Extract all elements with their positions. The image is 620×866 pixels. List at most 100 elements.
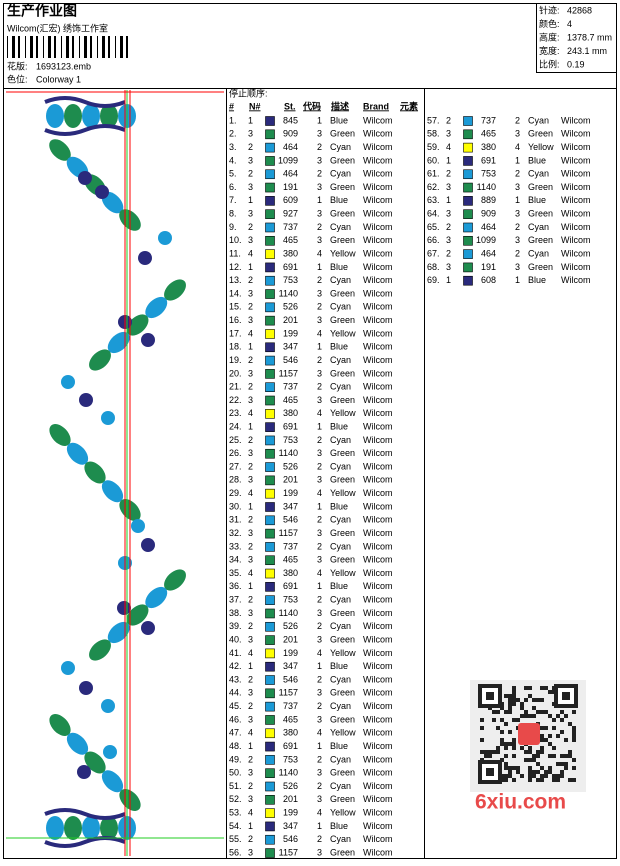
code: 3 <box>515 262 520 272</box>
stop-number: 11. <box>229 248 241 258</box>
color-swatch <box>265 555 275 566</box>
code: 2 <box>515 248 520 258</box>
qr-cell <box>540 734 544 738</box>
stop-number: 61. <box>427 169 440 179</box>
qr-cell <box>572 734 576 738</box>
stop-number: 1. <box>229 115 237 125</box>
description: Cyan <box>330 355 351 365</box>
stitches: 737 <box>283 222 298 232</box>
brand: Wilcom <box>363 169 393 179</box>
needle: 3 <box>248 182 253 192</box>
brand: Wilcom <box>363 342 393 352</box>
motif <box>103 745 117 759</box>
stop-number: 22. <box>229 395 242 405</box>
qr-cell <box>568 750 572 754</box>
qr-cell <box>540 710 544 714</box>
needle: 3 <box>248 475 253 485</box>
motif <box>101 411 115 425</box>
color-swatch <box>463 169 473 180</box>
stitches: 199 <box>283 648 298 658</box>
stitches: 465 <box>481 129 496 139</box>
stitches: 464 <box>481 222 496 232</box>
stitches: 753 <box>481 169 496 179</box>
stitches: 608 <box>481 275 496 285</box>
qr-cell <box>496 750 500 754</box>
bar <box>61 36 62 58</box>
bar <box>90 36 92 58</box>
brand: Wilcom <box>363 807 393 817</box>
brand: Wilcom <box>363 475 393 485</box>
brand: Wilcom <box>363 608 393 618</box>
needle: 2 <box>248 595 253 605</box>
color-swatch <box>463 262 473 273</box>
description: Blue <box>330 741 348 751</box>
stitches: 526 <box>283 781 298 791</box>
qr-cell <box>548 754 552 758</box>
description: Green <box>330 555 355 565</box>
needle: 3 <box>248 634 253 644</box>
code: 4 <box>317 568 322 578</box>
motif <box>66 442 89 465</box>
qr-cell <box>536 762 540 766</box>
bar <box>25 36 26 58</box>
color-swatch <box>265 275 275 286</box>
code: 2 <box>317 222 322 232</box>
qr-cell <box>512 698 516 702</box>
brand: Wilcom <box>363 448 393 458</box>
description: Blue <box>330 115 348 125</box>
needle: 3 <box>248 315 253 325</box>
qr-cell <box>540 746 544 750</box>
qr-cell <box>524 714 528 718</box>
bar <box>48 36 51 58</box>
brand: Wilcom <box>363 781 393 791</box>
color-swatch <box>265 395 275 406</box>
qr-cell <box>508 770 512 774</box>
stitches: 609 <box>283 195 298 205</box>
code: 2 <box>317 302 322 312</box>
qr-cell <box>532 774 536 778</box>
qr-cell <box>572 710 576 714</box>
motif <box>61 375 75 389</box>
needle: 4 <box>248 408 253 418</box>
color-swatch <box>265 821 275 832</box>
code: 2 <box>317 435 322 445</box>
qr-cell <box>536 778 540 782</box>
qr-cell <box>528 770 532 774</box>
code: 2 <box>515 222 520 232</box>
bar <box>30 36 33 58</box>
qr-cell <box>496 726 500 730</box>
stop-number: 40. <box>229 634 242 644</box>
colorway: Colorway 1 <box>36 74 81 84</box>
color-swatch <box>265 595 275 605</box>
stop-number: 14. <box>229 288 242 298</box>
qr-cell <box>548 714 552 718</box>
bar <box>43 36 44 58</box>
description: Blue <box>330 661 348 671</box>
stitches: 737 <box>283 701 298 711</box>
stop-number: 4. <box>229 155 237 165</box>
qr-cell <box>500 742 504 746</box>
color-swatch <box>265 262 275 273</box>
watermark: 6xiu.com <box>475 791 566 814</box>
needle: 3 <box>446 182 451 192</box>
code: 1 <box>317 501 322 511</box>
bar <box>102 36 105 58</box>
qr-cell <box>540 778 544 782</box>
color-swatch <box>265 701 275 712</box>
qr-cell <box>528 746 532 750</box>
color-swatch <box>265 608 275 619</box>
qr-cell <box>512 690 516 694</box>
stitches: 546 <box>283 515 298 525</box>
qr-cell <box>560 774 564 778</box>
color-swatch <box>463 249 473 259</box>
needle: 1 <box>248 342 253 352</box>
brand: Wilcom <box>363 262 393 272</box>
motif <box>141 621 155 635</box>
qr-code <box>470 680 586 792</box>
qr-cell <box>508 766 512 770</box>
stitches: 380 <box>283 728 298 738</box>
stop-number: 16. <box>229 315 242 325</box>
color-swatch <box>265 515 275 526</box>
motif <box>49 139 71 161</box>
description: Blue <box>528 195 546 205</box>
